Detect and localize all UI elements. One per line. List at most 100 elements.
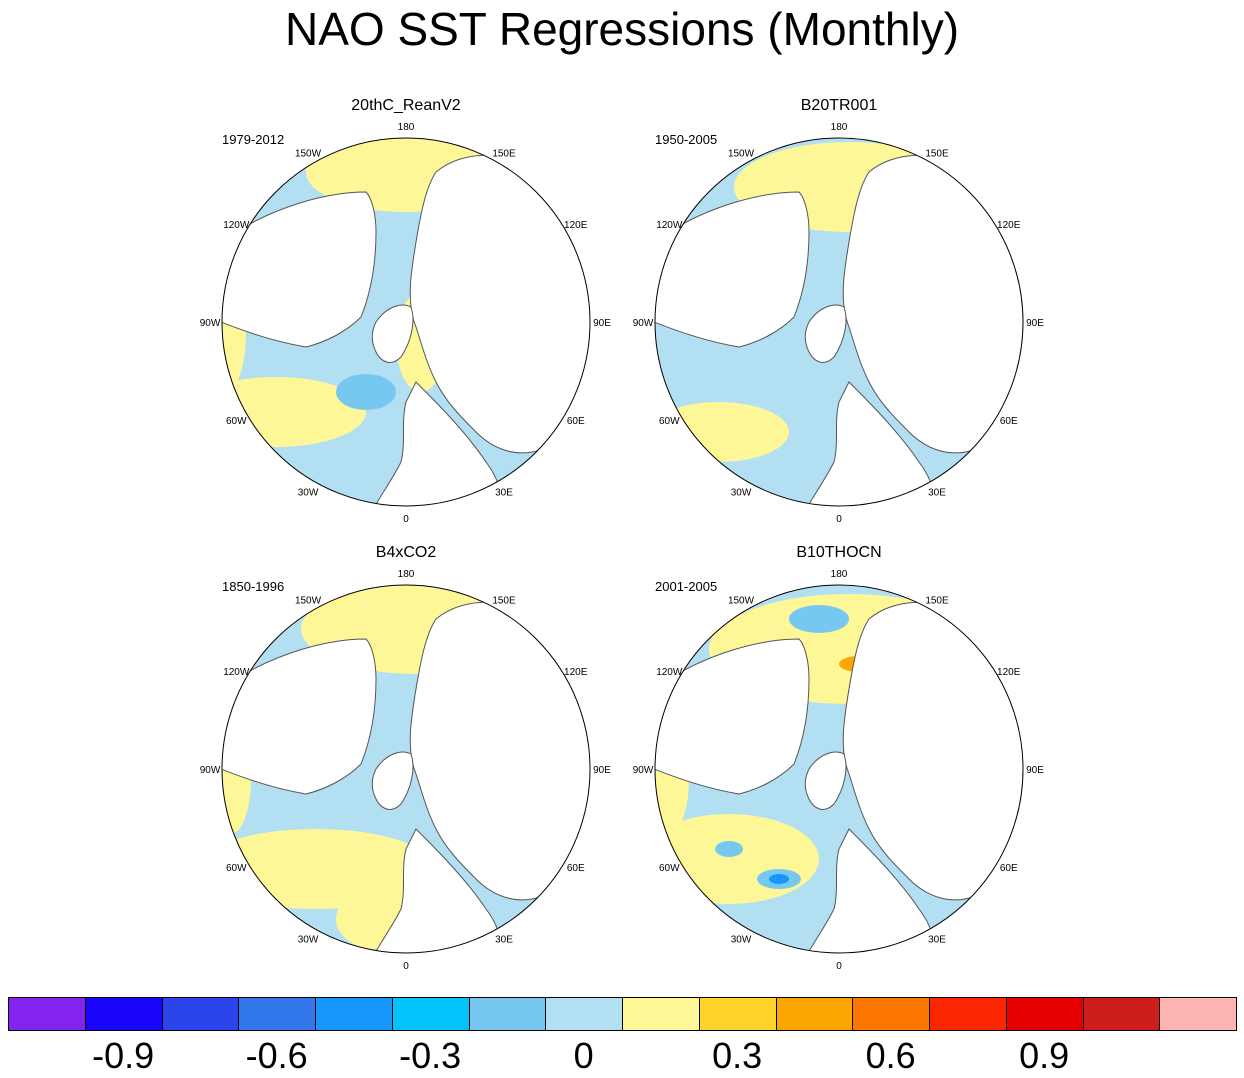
- colorbar-cell: [8, 997, 86, 1031]
- panel-title: B4xCO2: [375, 544, 437, 561]
- colorbar-cell: [84, 997, 163, 1031]
- polar-map: 180 150E 120E 90E 60E 30E 0 30W 60W 90W 120W 150W: [200, 569, 612, 972]
- anomaly-region: [655, 402, 789, 462]
- longitude-label: 150E: [925, 148, 949, 159]
- longitude-label: 30E: [928, 935, 946, 946]
- longitude-label: 60W: [659, 863, 680, 874]
- longitude-label: 120W: [223, 220, 250, 231]
- colorbar-label: -0.9: [92, 1035, 155, 1076]
- panel-title: B20TR001: [800, 97, 878, 114]
- polar-map: 180 150E 120E 90E 60E 30E 0 30W 60W 90W 120W 150W: [200, 122, 612, 525]
- colorbar-label: 0.9: [1019, 1035, 1070, 1076]
- longitude-label: 30W: [298, 935, 319, 946]
- longitude-label: 120W: [656, 220, 683, 231]
- longitude-label: 120E: [564, 667, 588, 678]
- page-title: NAO SST Regressions (Monthly): [284, 3, 960, 55]
- panel-years: 2001-2005: [655, 579, 718, 594]
- anomaly-region: [715, 841, 743, 857]
- longitude-label: 60E: [1000, 416, 1018, 427]
- longitude-label: 30W: [731, 935, 752, 946]
- longitude-label: 60E: [567, 416, 585, 427]
- panel-title: B10THOCN: [796, 544, 882, 561]
- land-mass: [371, 304, 414, 363]
- longitude-label: 90W: [200, 318, 221, 329]
- colorbar-label: -0.3: [399, 1035, 462, 1076]
- polar-map: 180 150E 120E 90E 60E 30E 0 30W 60W 90W 120W 150W: [633, 122, 1045, 525]
- colorbar-cell: [161, 997, 240, 1031]
- land-mass: [798, 828, 935, 953]
- panel-years: 1850-1996: [222, 579, 285, 594]
- longitude-label: 120E: [564, 220, 588, 231]
- land-mass: [655, 638, 810, 795]
- longitude-label: 150W: [295, 595, 322, 606]
- colorbar-cell: [929, 997, 1007, 1031]
- colorbar-cell: [545, 997, 623, 1031]
- colorbar-cell: [468, 997, 547, 1031]
- colorbar-cell: [315, 997, 393, 1031]
- longitude-label: 120E: [997, 667, 1021, 678]
- anomaly-region: [789, 605, 849, 633]
- longitude-label: 0: [836, 514, 842, 525]
- colorbar-cell: [238, 997, 316, 1031]
- longitude-label: 90W: [633, 318, 654, 329]
- panel-20thc-reanv2: 20thC_ReanV2 1979-2012 180 150E 120E 90E 60E…: [186, 96, 626, 526]
- longitude-label: 90W: [200, 765, 221, 776]
- longitude-label: 150W: [295, 148, 322, 159]
- land-mass: [222, 638, 377, 795]
- longitude-label: 150E: [925, 595, 949, 606]
- colorbar-label: -0.6: [245, 1035, 308, 1076]
- longitude-label: 180: [831, 122, 848, 133]
- longitude-label: 60W: [226, 416, 247, 427]
- land-mass: [798, 381, 935, 506]
- longitude-label: 180: [398, 569, 415, 580]
- longitude-label: 150E: [492, 148, 516, 159]
- colorbar-cell: [1159, 997, 1237, 1031]
- longitude-label: 90E: [593, 318, 611, 329]
- longitude-label: 120W: [223, 667, 250, 678]
- longitude-label: 30E: [928, 488, 946, 499]
- colorbar-cell: [775, 997, 854, 1031]
- map-border: [654, 584, 1024, 954]
- panel-b4xco2: B4xCO2 1850-1996 180 150E 120E 90E 60E 30E 0 30…: [186, 543, 626, 973]
- colorbar-cell: [622, 997, 700, 1031]
- map-border: [221, 584, 591, 954]
- land-mass: [804, 304, 847, 363]
- longitude-label: 180: [831, 569, 848, 580]
- panel-years: 1979-2012: [222, 132, 285, 147]
- polar-map: 180 150E 120E 90E 60E 30E 0 30W 60W 90W 120W 150W: [633, 569, 1045, 972]
- longitude-label: 30W: [731, 488, 752, 499]
- map-border: [654, 137, 1024, 507]
- land-mass: [365, 828, 502, 953]
- colorbar-cell: [1005, 997, 1084, 1031]
- longitude-label: 60W: [226, 863, 247, 874]
- land-mass: [655, 191, 810, 348]
- longitude-label: 150W: [728, 148, 755, 159]
- map-body: [655, 138, 1023, 506]
- longitude-label: 150W: [728, 595, 755, 606]
- colorbar-label: 0: [573, 1035, 594, 1076]
- colorbar-cell: [1082, 997, 1161, 1031]
- colorbar-cell: [391, 997, 470, 1031]
- longitude-label: 60E: [1000, 863, 1018, 874]
- longitude-label: 90E: [593, 765, 611, 776]
- longitude-label: 90W: [633, 765, 654, 776]
- colorbar: [8, 997, 1237, 1031]
- longitude-label: 150E: [492, 595, 516, 606]
- longitude-label: 30W: [298, 488, 319, 499]
- longitude-label: 60E: [567, 863, 585, 874]
- land-mass: [371, 751, 414, 810]
- longitude-label: 30E: [495, 488, 513, 499]
- colorbar-cell: [698, 997, 777, 1031]
- colorbar-label: 0.3: [712, 1035, 763, 1076]
- longitude-label: 0: [836, 961, 842, 972]
- longitude-label: 90E: [1026, 318, 1044, 329]
- map-body: [222, 585, 590, 953]
- anomaly-region: [769, 874, 789, 884]
- map-body: [222, 138, 590, 506]
- longitude-label: 90E: [1026, 765, 1044, 776]
- land-mass: [222, 191, 377, 348]
- anomaly-region: [336, 374, 396, 410]
- longitude-label: 120E: [997, 220, 1021, 231]
- land-mass: [365, 381, 502, 506]
- colorbar-cell: [852, 997, 930, 1031]
